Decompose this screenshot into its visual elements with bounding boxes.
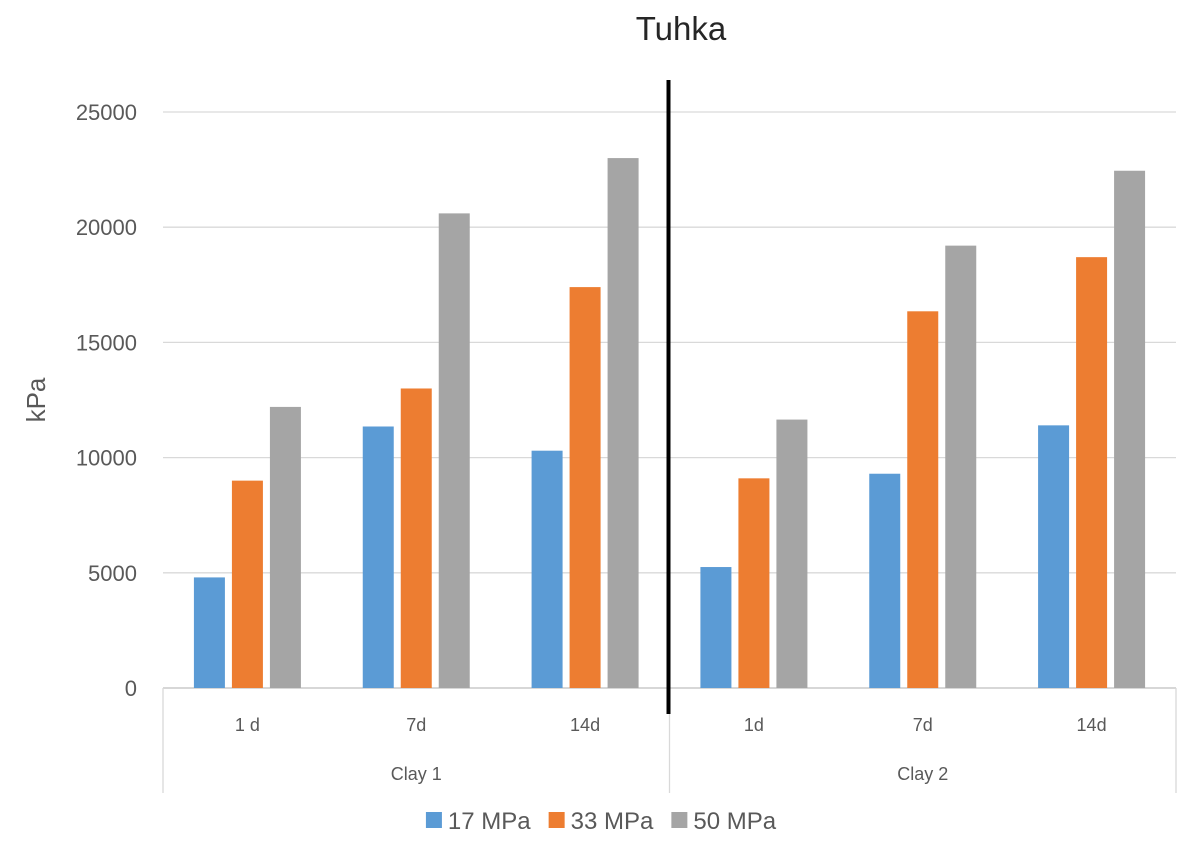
x-tick-label: 1 d [235, 715, 260, 735]
bar-17-mpa-0 [193, 577, 225, 688]
bar-17-mpa-3 [700, 567, 732, 688]
y-tick-label: 5000 [88, 561, 137, 586]
y-axis-ticks: 0 5000 10000 15000 20000 25000 [76, 100, 137, 701]
x-axis: 1 d 7d 14d 1d 7d 14d Clay 1 Clay 2 [162, 80, 1177, 793]
bar-50-mpa-3 [776, 419, 808, 688]
bar-50-mpa-1 [438, 213, 470, 688]
bar-50-mpa-0 [269, 406, 301, 688]
y-tick-label: 20000 [76, 215, 137, 240]
legend-swatch [671, 812, 688, 828]
bar-17-mpa-5 [1038, 425, 1070, 688]
x-tick-label: 7d [913, 715, 933, 735]
x-tick-label: 14d [1077, 715, 1107, 735]
x-tick-label: 14d [570, 715, 600, 735]
x-group-label: Clay 2 [897, 764, 948, 784]
bars [193, 158, 1146, 688]
legend-swatch [548, 812, 565, 828]
bar-17-mpa-4 [869, 473, 901, 688]
bar-50-mpa-5 [1114, 170, 1146, 688]
x-tick-label: 7d [406, 715, 426, 735]
bar-33-mpa-5 [1076, 257, 1108, 688]
legend: 17 MPa 33 MPa 50 MPa [425, 808, 777, 835]
bar-50-mpa-4 [945, 245, 977, 688]
legend-label: 17 MPa [448, 808, 531, 835]
y-tick-label: 10000 [76, 446, 137, 471]
bar-50-mpa-2 [607, 158, 639, 688]
y-tick-label: 25000 [76, 100, 137, 125]
y-tick-label: 0 [125, 676, 137, 701]
bar-33-mpa-4 [907, 311, 939, 688]
y-axis-label: kPa [21, 377, 51, 422]
bar-33-mpa-3 [738, 478, 770, 688]
legend-swatch [425, 812, 442, 828]
x-tick-label: 1d [744, 715, 764, 735]
y-tick-label: 15000 [76, 330, 137, 355]
bar-17-mpa-1 [362, 426, 394, 688]
legend-label: 50 MPa [693, 808, 776, 835]
bar-17-mpa-2 [531, 450, 563, 688]
legend-label: 33 MPa [571, 808, 654, 835]
bar-33-mpa-1 [400, 388, 432, 688]
x-group-label: Clay 1 [391, 764, 442, 784]
chart-title: Tuhka [636, 10, 727, 47]
bar-33-mpa-2 [569, 287, 601, 688]
bar-33-mpa-0 [231, 480, 263, 688]
